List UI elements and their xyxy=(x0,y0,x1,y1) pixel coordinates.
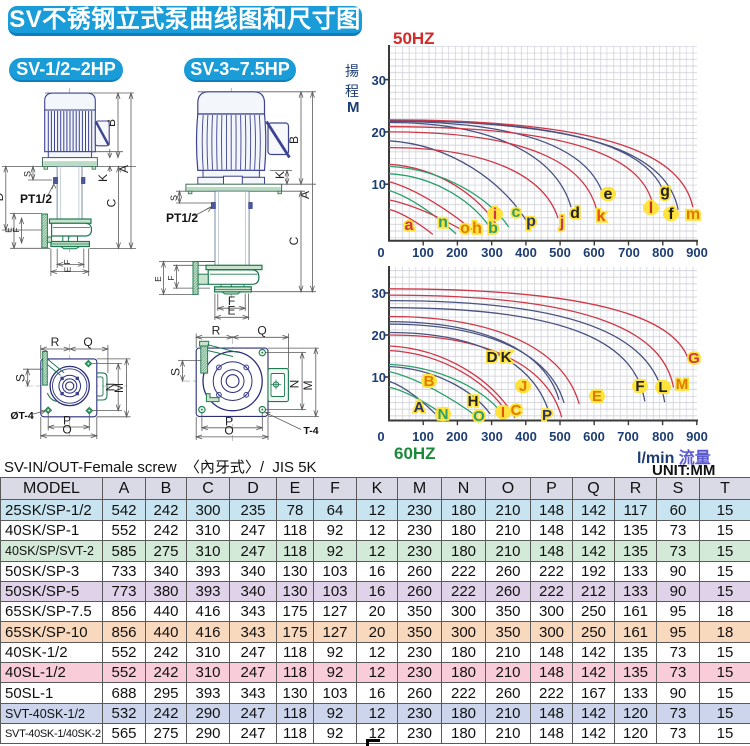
svg-text:j: j xyxy=(559,214,564,231)
svg-text:100: 100 xyxy=(412,429,434,444)
svg-text:D: D xyxy=(487,349,498,366)
svg-text:P: P xyxy=(63,414,71,428)
svg-text:E: E xyxy=(592,388,602,405)
svg-text:500: 500 xyxy=(549,245,571,260)
svg-text:R: R xyxy=(212,324,221,338)
svg-text:F: F xyxy=(166,275,176,280)
svg-text:P: P xyxy=(225,414,233,428)
svg-text:900: 900 xyxy=(686,245,708,260)
svg-text:a: a xyxy=(405,217,414,234)
svg-text:i: i xyxy=(493,206,497,223)
svg-text:M: M xyxy=(347,99,360,116)
svg-text:p: p xyxy=(526,213,536,230)
svg-text:500: 500 xyxy=(549,429,571,444)
svg-text:J: J xyxy=(519,378,527,395)
svg-text:m: m xyxy=(686,206,700,223)
svg-text:200: 200 xyxy=(446,429,468,444)
svg-text:200: 200 xyxy=(446,245,468,260)
svg-text:600: 600 xyxy=(583,245,605,260)
svg-text:K: K xyxy=(273,171,287,179)
svg-text:C: C xyxy=(511,402,522,419)
svg-text:0: 0 xyxy=(377,429,384,444)
svg-text:20: 20 xyxy=(372,125,386,140)
svg-text:S: S xyxy=(169,368,183,376)
svg-text:A: A xyxy=(414,399,425,416)
svg-text:N: N xyxy=(104,383,118,392)
svg-text:PT1/2: PT1/2 xyxy=(20,192,52,206)
svg-text:d: d xyxy=(570,205,580,222)
svg-text:f: f xyxy=(668,206,674,223)
svg-text:A: A xyxy=(298,191,312,199)
svg-text:D: D xyxy=(0,192,6,201)
svg-text:B: B xyxy=(424,373,435,390)
svg-text:P: P xyxy=(542,407,552,424)
svg-text:b: b xyxy=(488,220,498,237)
svg-text:o: o xyxy=(460,220,470,237)
svg-text:k: k xyxy=(597,208,606,225)
svg-text:n: n xyxy=(438,214,448,231)
svg-text:h: h xyxy=(472,220,482,237)
svg-text:S: S xyxy=(169,195,179,201)
svg-text:O: O xyxy=(473,408,485,425)
svg-text:E: E xyxy=(227,304,235,318)
svg-text:10: 10 xyxy=(372,370,386,385)
svg-text:F: F xyxy=(11,227,21,232)
svg-text:30: 30 xyxy=(372,286,386,301)
svg-text:M: M xyxy=(301,381,315,391)
svg-text:程: 程 xyxy=(345,83,359,99)
svg-text:E: E xyxy=(63,266,73,272)
svg-text:I: I xyxy=(501,404,505,421)
svg-text:100: 100 xyxy=(412,245,434,260)
svg-text:800: 800 xyxy=(652,429,674,444)
svg-text:400: 400 xyxy=(515,429,537,444)
svg-text:800: 800 xyxy=(652,245,674,260)
svg-text:Q: Q xyxy=(83,335,92,349)
svg-text:0: 0 xyxy=(377,245,384,260)
svg-text:L: L xyxy=(658,379,667,396)
svg-text:l: l xyxy=(649,200,653,217)
svg-text:20: 20 xyxy=(372,328,386,343)
svg-text:30: 30 xyxy=(372,73,386,88)
svg-text:C: C xyxy=(287,236,301,245)
svg-text:S: S xyxy=(23,171,33,177)
svg-text:A: A xyxy=(117,165,131,173)
svg-text:Q: Q xyxy=(257,324,266,338)
svg-text:B: B xyxy=(287,136,301,144)
svg-text:M: M xyxy=(112,383,126,393)
svg-text:E: E xyxy=(153,276,163,282)
svg-text:G: G xyxy=(688,350,700,367)
svg-text:O: O xyxy=(62,422,71,436)
svg-text:600: 600 xyxy=(583,429,605,444)
svg-text:E: E xyxy=(4,227,14,233)
svg-text:ØT-4: ØT-4 xyxy=(10,410,33,422)
svg-text:R: R xyxy=(51,335,60,349)
svg-text:F: F xyxy=(62,259,72,264)
svg-text:M: M xyxy=(676,376,689,393)
svg-text:K: K xyxy=(501,349,512,366)
svg-text:C: C xyxy=(105,198,119,207)
svg-text:400: 400 xyxy=(515,245,537,260)
svg-text:700: 700 xyxy=(617,429,639,444)
svg-text:F: F xyxy=(228,294,235,308)
svg-text:c: c xyxy=(512,204,521,221)
svg-text:T-4: T-4 xyxy=(303,425,318,437)
svg-text:300: 300 xyxy=(481,429,503,444)
svg-text:700: 700 xyxy=(618,245,640,260)
svg-text:N: N xyxy=(438,406,449,423)
svg-text:N: N xyxy=(287,380,301,389)
svg-text:PT1/2: PT1/2 xyxy=(166,211,198,225)
svg-text:O: O xyxy=(224,423,233,437)
svg-text:S: S xyxy=(14,374,28,382)
svg-text:300: 300 xyxy=(481,245,503,260)
svg-text:揚: 揚 xyxy=(345,63,359,79)
svg-text:g: g xyxy=(660,183,670,200)
svg-text:K: K xyxy=(96,174,110,182)
svg-text:10: 10 xyxy=(372,177,386,192)
svg-text:F: F xyxy=(635,378,644,395)
svg-text:900: 900 xyxy=(686,429,708,444)
svg-text:B: B xyxy=(104,119,118,127)
svg-text:H: H xyxy=(468,393,479,410)
svg-text:e: e xyxy=(604,186,613,203)
